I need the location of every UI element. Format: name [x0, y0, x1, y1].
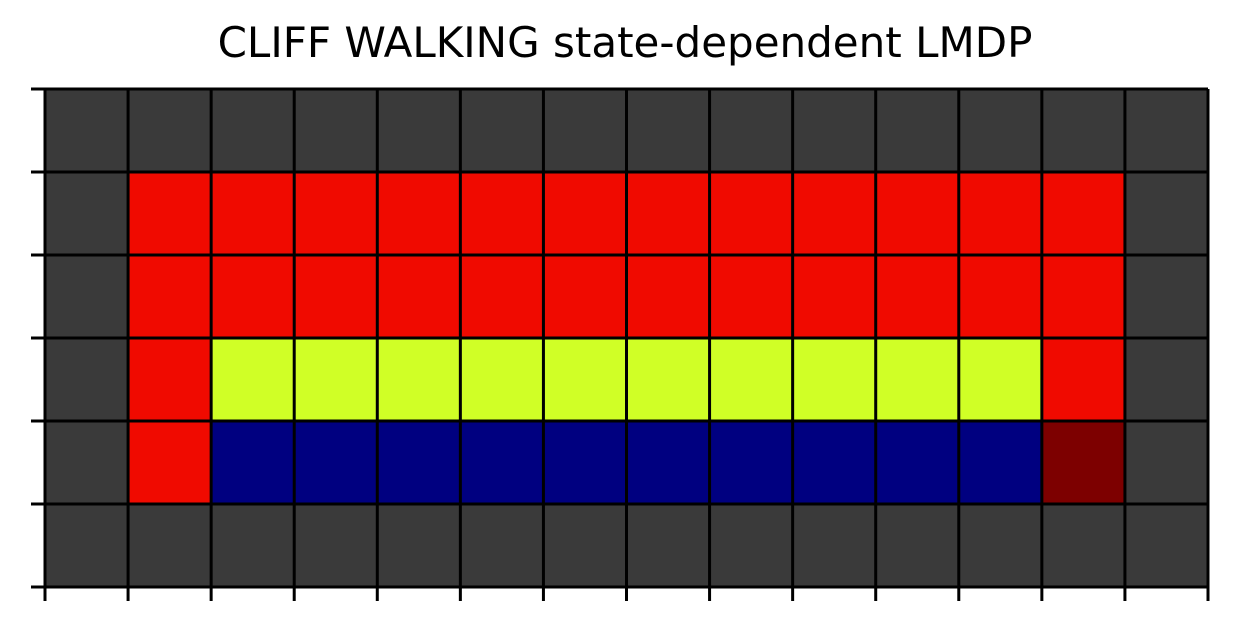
cell-normal — [128, 255, 212, 338]
cell-safe — [792, 338, 876, 421]
cell-wall — [709, 89, 793, 172]
cell-normal — [709, 255, 793, 338]
cell-normal — [128, 338, 212, 421]
cell-goal — [1041, 421, 1125, 504]
cell-cliff — [211, 421, 295, 504]
cell-cliff — [626, 421, 710, 504]
cell-wall — [626, 504, 710, 587]
cell-wall — [1124, 421, 1208, 504]
cell-normal — [377, 172, 461, 255]
cell-wall — [1041, 89, 1125, 172]
cell-wall — [626, 89, 710, 172]
cell-normal — [460, 172, 544, 255]
cell-safe — [958, 338, 1042, 421]
cell-cliff — [294, 421, 378, 504]
cell-normal — [294, 255, 378, 338]
chart-title: CLIFF WALKING state-dependent LMDP — [217, 18, 1033, 67]
cell-wall — [294, 89, 378, 172]
cell-wall — [709, 504, 793, 587]
cell-normal — [543, 172, 627, 255]
cell-cliff — [460, 421, 544, 504]
cell-normal — [958, 172, 1042, 255]
cell-wall — [460, 504, 544, 587]
cell-safe — [460, 338, 544, 421]
cell-safe — [294, 338, 378, 421]
cell-cliff — [709, 421, 793, 504]
cell-normal — [1041, 338, 1125, 421]
cell-wall — [377, 89, 461, 172]
cell-wall — [543, 504, 627, 587]
cell-normal — [128, 421, 212, 504]
cell-normal — [460, 255, 544, 338]
cell-wall — [211, 504, 295, 587]
cell-wall — [294, 504, 378, 587]
cell-normal — [1041, 255, 1125, 338]
cell-wall — [875, 504, 959, 587]
cell-normal — [626, 255, 710, 338]
cell-normal — [294, 172, 378, 255]
cell-wall — [45, 421, 129, 504]
cell-normal — [792, 255, 876, 338]
cell-normal — [543, 255, 627, 338]
cell-normal — [1041, 172, 1125, 255]
cell-wall — [211, 89, 295, 172]
cell-wall — [460, 89, 544, 172]
cell-wall — [377, 504, 461, 587]
cell-wall — [1124, 172, 1208, 255]
cell-wall — [128, 89, 212, 172]
cell-safe — [211, 338, 295, 421]
cell-cliff — [875, 421, 959, 504]
cell-normal — [792, 172, 876, 255]
cells-layer — [45, 89, 1208, 587]
cell-normal — [377, 255, 461, 338]
cell-wall — [875, 89, 959, 172]
cell-normal — [875, 255, 959, 338]
cell-wall — [1124, 89, 1208, 172]
cell-cliff — [958, 421, 1042, 504]
cell-cliff — [377, 421, 461, 504]
cell-wall — [45, 255, 129, 338]
cell-normal — [211, 255, 295, 338]
cell-wall — [1124, 504, 1208, 587]
ticks-layer — [31, 87, 1210, 601]
cell-wall — [792, 89, 876, 172]
cell-wall — [45, 172, 129, 255]
cell-wall — [1041, 504, 1125, 587]
cell-safe — [377, 338, 461, 421]
cell-safe — [626, 338, 710, 421]
cell-normal — [875, 172, 959, 255]
cell-safe — [543, 338, 627, 421]
cell-wall — [45, 89, 129, 172]
grid-lines-layer — [43, 87, 1210, 589]
cell-wall — [958, 89, 1042, 172]
cell-wall — [1124, 338, 1208, 421]
cell-normal — [958, 255, 1042, 338]
cell-safe — [709, 338, 793, 421]
cell-normal — [211, 172, 295, 255]
cell-wall — [958, 504, 1042, 587]
cell-wall — [792, 504, 876, 587]
cell-normal — [128, 172, 212, 255]
cell-wall — [1124, 255, 1208, 338]
cell-safe — [875, 338, 959, 421]
cell-cliff — [543, 421, 627, 504]
cell-normal — [709, 172, 793, 255]
cell-normal — [626, 172, 710, 255]
cell-cliff — [792, 421, 876, 504]
cell-wall — [543, 89, 627, 172]
cell-wall — [128, 504, 212, 587]
cell-wall — [45, 338, 129, 421]
cell-wall — [45, 504, 129, 587]
